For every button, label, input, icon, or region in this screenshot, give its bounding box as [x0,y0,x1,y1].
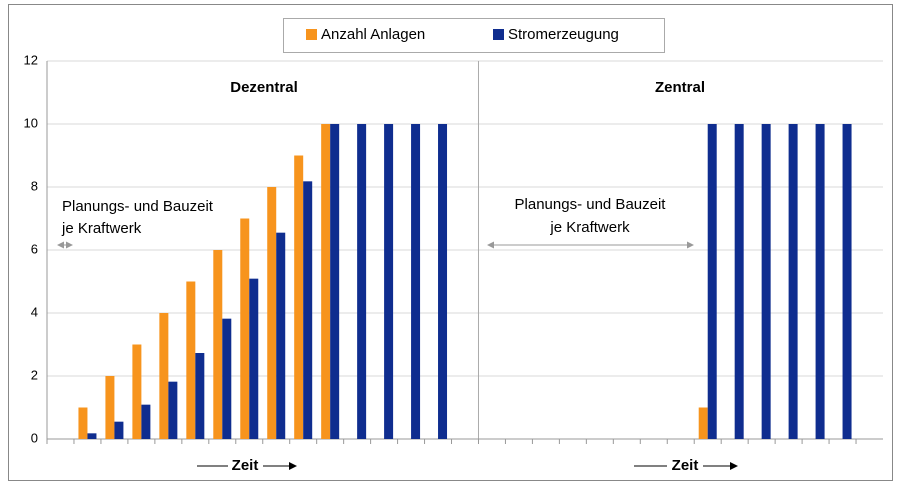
bar [294,155,304,439]
bar [213,250,223,439]
x-axis-label: Zeit [672,457,699,474]
bar [321,124,331,439]
y-tick-label: 6 [31,241,38,256]
bar [87,433,97,439]
bar [438,124,448,439]
bar [357,124,367,439]
bar [195,353,205,439]
note: Planungs- und Bauzeit [62,198,214,215]
y-tick-label: 4 [31,304,38,319]
legend-label: Anzahl Anlagen [321,26,425,43]
bar [249,278,259,439]
y-tick-label: 8 [31,178,38,193]
note: je Kraftwerk [61,220,142,237]
bar [707,124,717,439]
bar [222,318,232,439]
bar [411,124,421,439]
bar [788,124,798,439]
bar [276,232,286,439]
bar [141,404,151,439]
bar [303,181,313,439]
bar [132,344,142,439]
note: je Kraftwerk [549,219,630,236]
bar [240,218,250,439]
panel-title: Dezentral [230,79,298,96]
legend-swatch [493,29,504,40]
y-tick-label: 0 [31,430,38,445]
plot-area: 0 2 4 6 8 10 12 [24,52,883,445]
legend-box [283,18,665,53]
bar [186,281,196,439]
bar [114,421,124,439]
y-tick-label: 2 [31,367,38,382]
x-axis-label: Zeit [232,457,259,474]
panel-title: Zentral [655,79,705,96]
bar [267,187,277,439]
bar [168,381,178,439]
bar [815,124,825,439]
y-tick-label: 12 [24,52,38,67]
bar [105,376,115,439]
bar [698,407,708,439]
legend-swatch [306,29,317,40]
note: Planungs- und Bauzeit [515,196,667,213]
bar [842,124,852,439]
y-tick-label: 10 [24,115,38,130]
chart-frame [8,4,893,481]
bar [78,407,88,439]
bar [734,124,744,439]
bar [159,313,169,439]
legend-label: Stromerzeugung [508,26,619,43]
bar [384,124,394,439]
bar [330,124,340,439]
bar [761,124,771,439]
